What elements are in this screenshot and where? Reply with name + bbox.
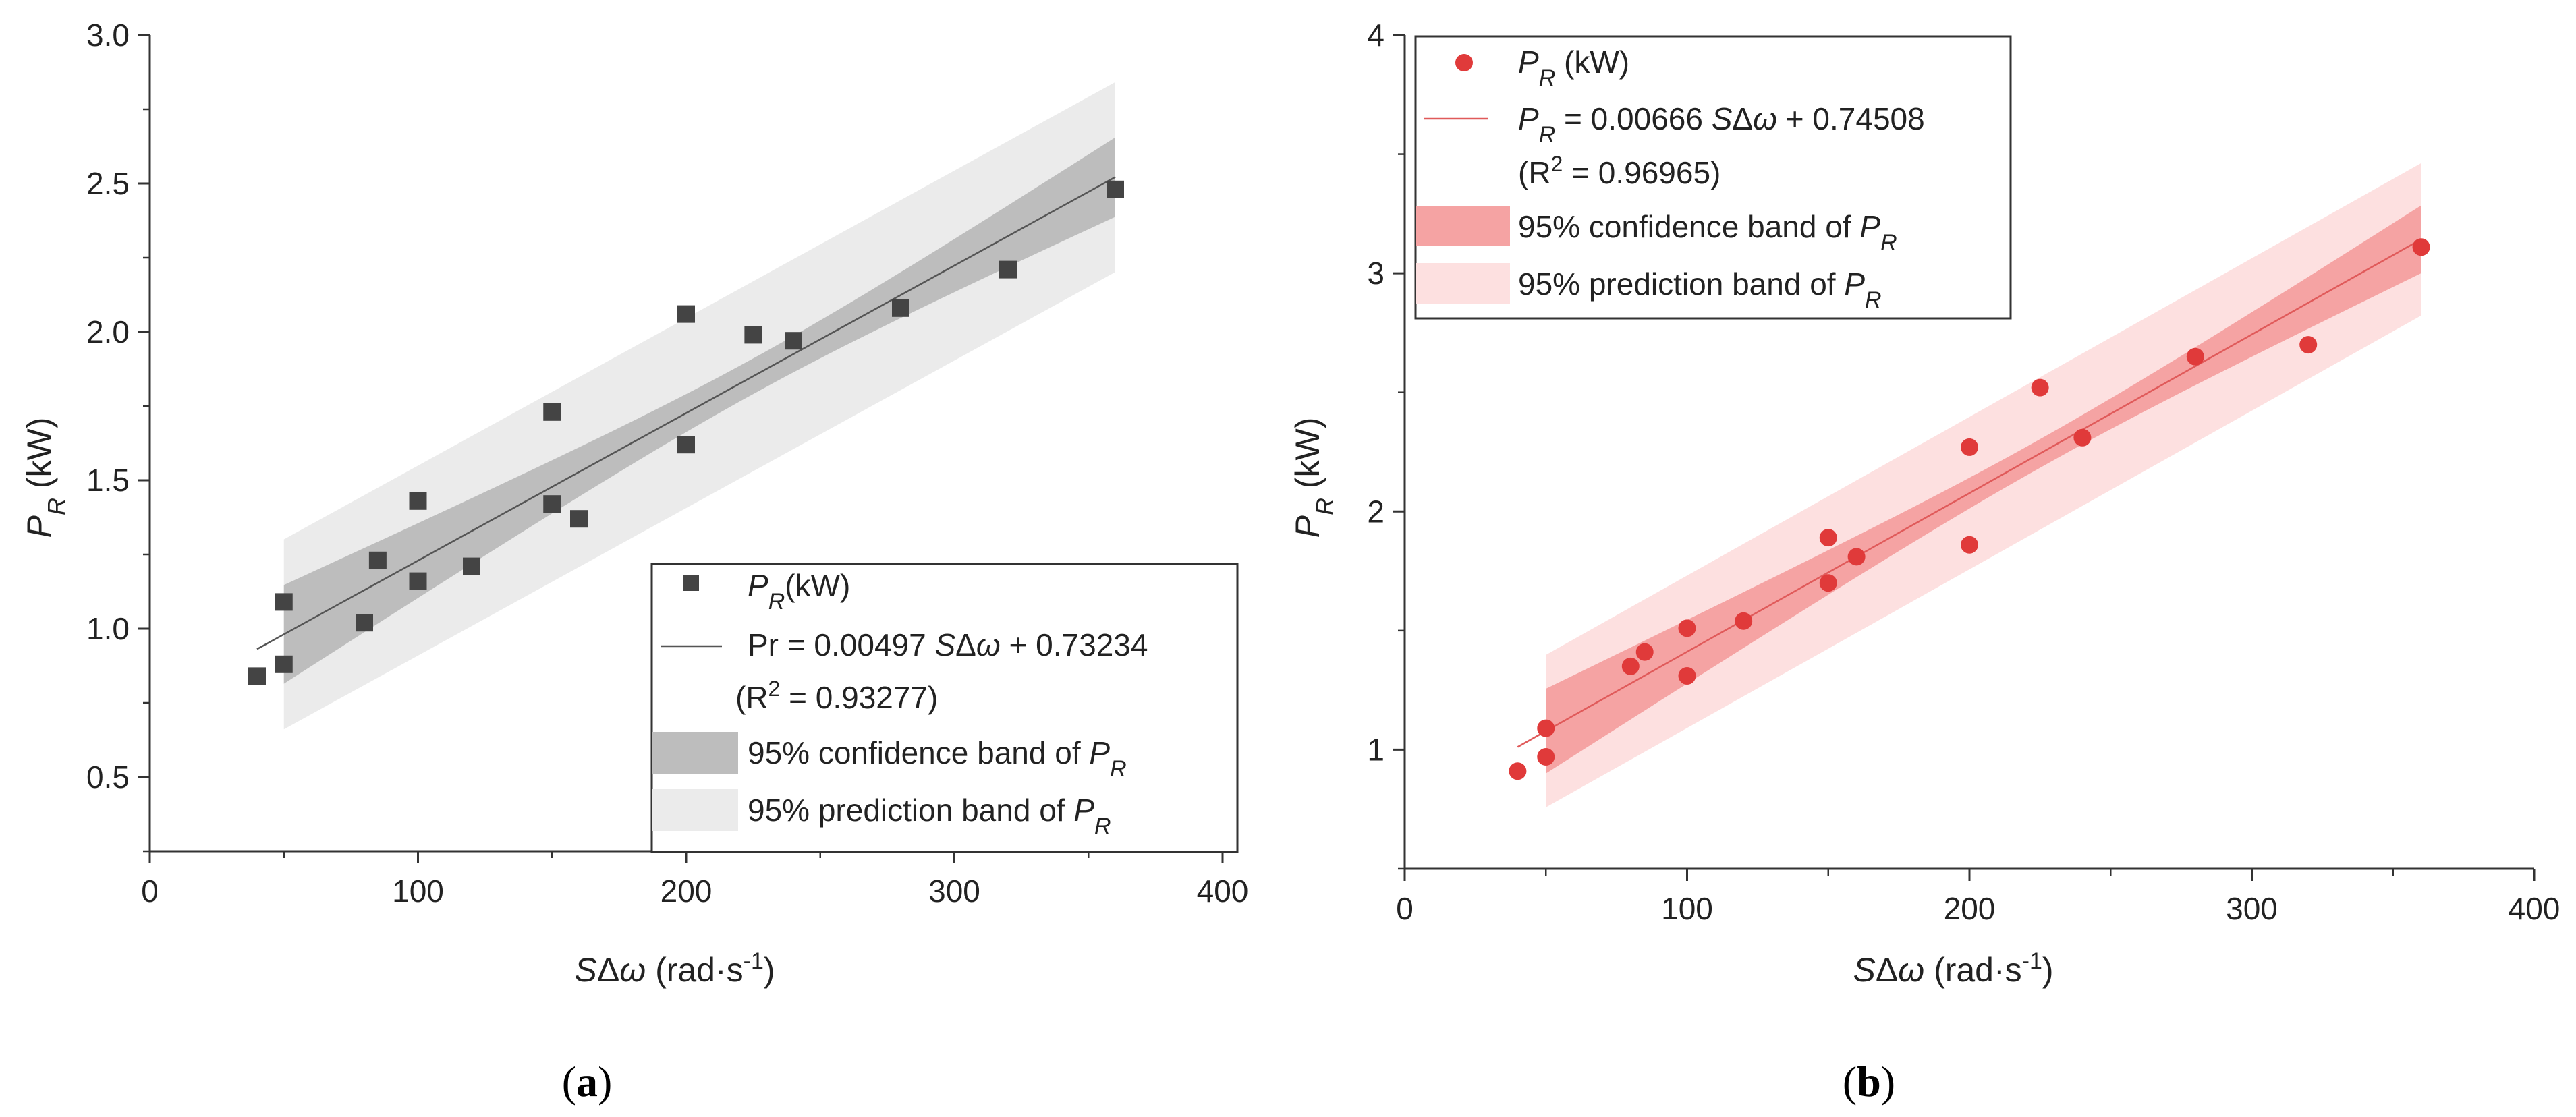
chart-b-legend-fit: PR = 0.00666 SΔω + 0.74508 [1518, 101, 1925, 148]
chart-b-point [2186, 347, 2204, 366]
chart-a-legend-r2: (R2 = 0.93277) [735, 677, 938, 715]
chart-a-legend-swatch-conf [652, 732, 738, 774]
chart-a-xlabel: SΔω (rad·s-1) [574, 948, 775, 989]
chart-b: 0 100 200 300 400 1 2 3 4 SΔω (rad·s-1) PR (kW) … [1289, 18, 2560, 1106]
chart-b-fit-line [1517, 238, 2422, 748]
chart-a-legend-fit: Pr = 0.00497 SΔω + 0.73234 [748, 627, 1148, 662]
chart-b-point [1678, 666, 1696, 685]
chart-b-point [1537, 719, 1555, 737]
chart-a-xtick-label: 300 [928, 873, 980, 909]
chart-b-xtick-label: 100 [1661, 891, 1713, 926]
chart-a-legend-conf: 95% confidence band of PR [748, 735, 1127, 782]
chart-b-points [1509, 238, 2430, 780]
chart-a-legend-swatch-pred [652, 789, 738, 831]
chart-b-legend-r2: (R2 = 0.96965) [1518, 152, 1720, 190]
chart-a-xtick-label: 200 [661, 873, 712, 909]
chart-b-xlabel: SΔω (rad·s-1) [1853, 948, 2053, 989]
chart-b-confidence-band [1546, 205, 2421, 774]
chart-b-legend-pred: 95% prediction band of PR [1518, 266, 1882, 313]
chart-a: 0 100 200 300 400 0.5 1.0 1.5 2.0 2.5 3.0 SΔω (rad… [20, 18, 1248, 1106]
chart-b-xtick-label: 200 [1944, 891, 1996, 926]
chart-a-point [892, 299, 909, 317]
chart-a-point [1107, 180, 1124, 198]
chart-a-legend-points: PR(kW) [748, 568, 850, 614]
chart-b-legend: PR (kW) PR = 0.00666 SΔω + 0.74508 (R2 =… [1414, 35, 2012, 320]
chart-b-legend-conf: 95% confidence band of PR [1518, 209, 1897, 256]
chart-b-xtick-label: 0 [1396, 891, 1413, 926]
chart-a-confidence-band [283, 137, 1115, 684]
chart-a-point [543, 403, 561, 421]
chart-a-ytick-label: 1.0 [86, 611, 130, 646]
chart-b-legend-box [1414, 35, 2012, 320]
chart-b-caption: (b) [1843, 1058, 1895, 1106]
chart-b-legend-swatch-pred [1416, 263, 1510, 304]
chart-b-point [1537, 748, 1555, 766]
chart-a-ytick-label: 1.5 [86, 463, 130, 498]
chart-b-ylabel: PR (kW) [1289, 418, 1339, 538]
chart-a-ytick-label: 3.0 [86, 18, 130, 53]
chart-a-point [409, 492, 427, 510]
chart-a-xtick-label: 400 [1197, 873, 1249, 909]
chart-b-point [1819, 529, 1837, 547]
chart-a-point [275, 593, 293, 611]
chart-b-point [1819, 574, 1837, 592]
chart-a-ytick-label: 2.0 [86, 314, 130, 349]
chart-b-legend-marker-points [1455, 54, 1473, 71]
chart-b-tick-labels: 0 100 200 300 400 1 2 3 4 [1367, 18, 2560, 926]
chart-a-point [368, 551, 387, 569]
chart-b-ytick-label: 4 [1367, 18, 1384, 53]
chart-a-point [785, 332, 802, 350]
chart-b-point [1961, 536, 1978, 554]
chart-a-legend-pred: 95% prediction band of PR [748, 793, 1111, 839]
chart-b-ytick-label: 1 [1367, 732, 1384, 767]
chart-a-point [275, 655, 293, 673]
chart-a-xtick-label: 100 [392, 873, 444, 909]
chart-b-point [2299, 336, 2318, 354]
chart-a-point [999, 260, 1017, 279]
chart-a-legend-box [650, 563, 1239, 853]
chart-a-point [543, 495, 561, 513]
chart-b-point [1635, 643, 1654, 661]
chart-b-point [2031, 378, 2049, 397]
chart-a-point [356, 614, 373, 632]
chart-a-point [463, 557, 480, 575]
chart-a-point [409, 572, 427, 590]
chart-a-point [570, 510, 588, 528]
chart-b-ytick-label: 2 [1367, 494, 1384, 529]
chart-a-ytick-label: 2.5 [86, 166, 130, 201]
chart-b-ytick-label: 3 [1367, 256, 1384, 291]
chart-a-fit [256, 176, 1116, 650]
chart-b-point [2412, 238, 2430, 256]
chart-a-legend: PR(kW) Pr = 0.00497 SΔω + 0.73234 (R2 = … [650, 563, 1239, 853]
chart-b-point [1678, 619, 1696, 637]
chart-a-points [248, 180, 1124, 685]
chart-b-legend-points: PR (kW) [1518, 45, 1629, 91]
chart-b-xtick-label: 300 [2226, 891, 2278, 926]
chart-a-point [677, 305, 695, 323]
chart-b-point [1735, 612, 1753, 630]
chart-a-fit-line [256, 176, 1116, 650]
chart-a-tick-labels: 0 100 200 300 400 0.5 1.0 1.5 2.0 2.5 3.0 [86, 18, 1248, 909]
chart-b-xtick-label: 400 [2509, 891, 2560, 926]
chart-b-legend-swatch-conf [1416, 206, 1510, 246]
chart-a-point [677, 436, 695, 454]
chart-b-point [2073, 428, 2092, 447]
chart-a-xtick-label: 0 [141, 873, 159, 909]
chart-a-legend-marker-points [683, 575, 699, 591]
chart-b-point [1509, 762, 1527, 780]
chart-a-ytick-label: 0.5 [86, 760, 130, 795]
chart-a-point [744, 326, 762, 344]
chart-a-ylabel: PR (kW) [20, 418, 70, 538]
chart-b-fit [1517, 238, 2422, 748]
chart-a-caption: (a) [562, 1058, 613, 1106]
chart-b-point [1961, 438, 1978, 456]
chart-b-axes [1393, 34, 2536, 881]
chart-a-point [248, 667, 266, 685]
chart-b-point [1847, 548, 1866, 566]
chart-b-point [1621, 657, 1640, 675]
